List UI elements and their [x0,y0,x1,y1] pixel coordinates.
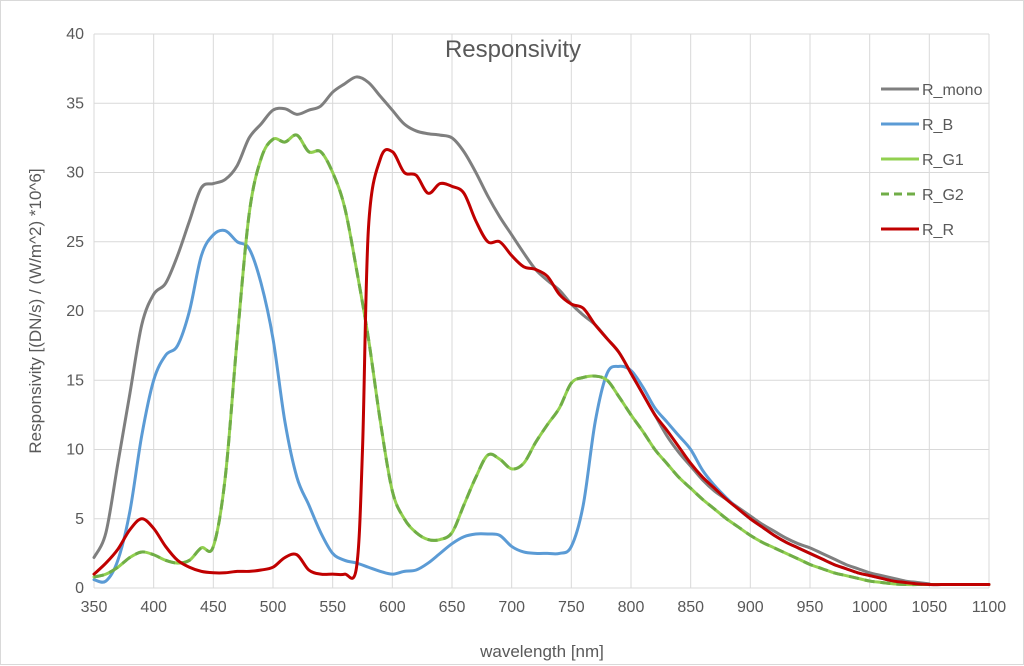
legend-label: R_B [922,117,953,134]
y-tick-label: 35 [66,95,84,112]
x-tick-label: 700 [498,599,525,616]
x-tick-label: 1050 [912,599,948,616]
x-tick-label: 600 [379,599,406,616]
y-tick-label: 40 [66,26,84,43]
series-lines [92,75,991,587]
series-line-r-r [92,148,991,587]
x-tick-label: 1100 [972,599,1007,616]
legend-label: R_R [922,222,954,239]
y-tick-label: 0 [75,580,84,597]
x-tick-label: 400 [140,599,167,616]
y-tick-label: 15 [66,372,84,389]
x-tick-label: 500 [260,599,287,616]
series-line-r-g2 [93,133,989,587]
x-tick-label: 650 [439,599,466,616]
y-tick-label: 20 [66,303,84,320]
series-line-r-g1 [92,133,991,587]
x-tick-label: 450 [200,599,227,616]
gridlines [93,33,990,589]
y-axis-title: Responsivity [(DN/s) / (W/m^2) *10^6] [26,168,45,453]
tick-labels: 0 5 10 15 20 25 30 35 40 350 400 450 500 550 600 650 700… [66,26,1006,616]
x-tick-label: 350 [81,599,108,616]
x-tick-label: 750 [558,599,585,616]
x-tick-label: 900 [737,599,764,616]
legend-label: R_G1 [922,152,964,169]
y-tick-label: 25 [66,234,84,251]
x-tick-label: 850 [677,599,704,616]
x-tick-label: 950 [797,599,824,616]
legend-label: R_mono [922,82,983,99]
legend: R_mono R_B R_G1 R_G2 R_R [881,82,983,239]
series-line-r-b [92,228,991,587]
x-axis-title: wavelength [nm] [479,642,604,661]
series-line-r-mono [92,75,931,586]
y-tick-label: 30 [66,165,84,182]
y-tick-label: 10 [66,442,84,459]
y-tick-label: 5 [75,511,84,528]
chart-title: Responsivity [445,36,581,63]
x-tick-label: 800 [618,599,645,616]
legend-label: R_G2 [922,187,964,204]
x-tick-label: 1000 [852,599,888,616]
x-tick-label: 550 [319,599,346,616]
